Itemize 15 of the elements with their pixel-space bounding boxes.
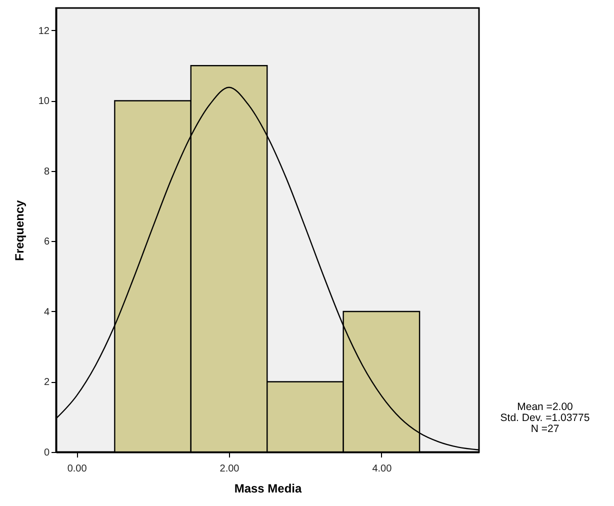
- text: Mean =2.00: [517, 401, 574, 413]
- x-tick-label: 4.00: [372, 464, 392, 474]
- y-tick-label: 6: [44, 236, 50, 248]
- y-tick-label: 12: [38, 26, 50, 37]
- x-axis-title: Mass Media: [234, 482, 302, 496]
- text: Std. Dev. =1.03775: [500, 412, 590, 424]
- y-tick-label: 4: [44, 306, 50, 318]
- y-tick-label: 2: [44, 377, 50, 388]
- x-tick-label: 0.00: [67, 464, 88, 474]
- y-tick-label: 8: [44, 166, 50, 178]
- y-tick-label: 10: [38, 96, 50, 108]
- y-tick-label: 0: [44, 448, 50, 458]
- x-tick-label: 2.00: [220, 464, 240, 474]
- text: N =27: [530, 423, 560, 435]
- y-axis-title: Frequency: [12, 200, 26, 261]
